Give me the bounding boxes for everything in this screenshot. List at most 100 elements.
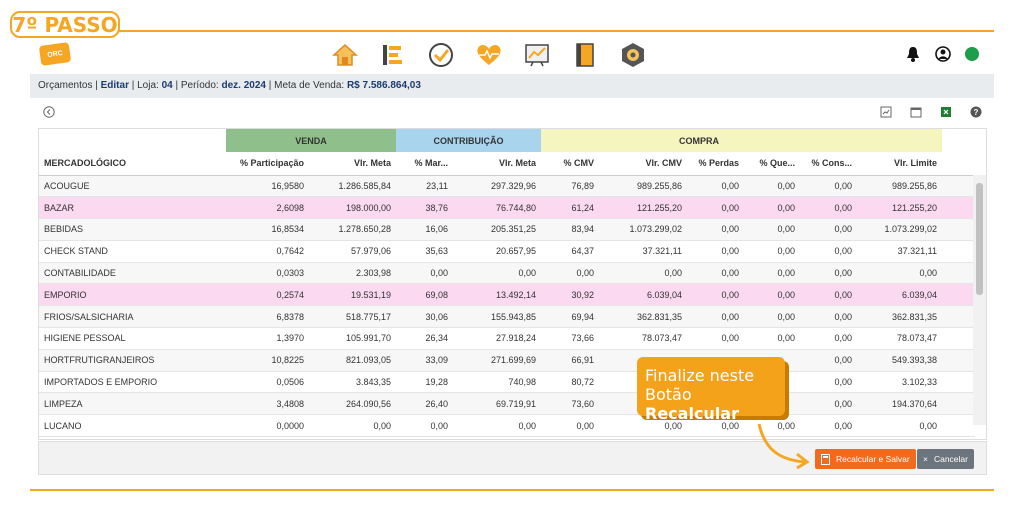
book-icon[interactable] xyxy=(570,40,600,70)
row-cell[interactable]: 1.286.585,84 xyxy=(309,175,397,198)
row-cell[interactable]: 66,91 xyxy=(541,349,600,372)
row-cell[interactable]: 0,00 xyxy=(744,283,801,307)
row-cell[interactable]: 205.351,25 xyxy=(453,218,542,241)
row-cell[interactable]: 0,00 xyxy=(541,414,600,438)
table-row[interactable]: LIMPEZA 3,4808 264.090,56 26,40 69.719,91 73,… xyxy=(39,392,976,416)
row-cell[interactable]: 35,63 xyxy=(396,240,454,263)
row-cell[interactable]: 1.073.299,02 xyxy=(857,218,943,241)
table-row[interactable]: CHECK STAND 0,7642 57.979,06 35,63 20.657,95… xyxy=(39,240,976,263)
row-cell[interactable]: 740,98 xyxy=(453,371,542,394)
col-header[interactable]: % Perdas xyxy=(687,152,745,176)
row-cell[interactable]: 13.492,14 xyxy=(453,283,542,307)
table-row[interactable]: CONTABILIDADE 0,0303 2.303,98 0,00 0,00 0,00 0… xyxy=(39,262,976,285)
row-cell[interactable]: 69,94 xyxy=(541,305,600,329)
help-icon[interactable]: ? xyxy=(969,106,983,120)
col-header[interactable]: MERCADOLÓGICO xyxy=(39,152,226,176)
hexagon-icon[interactable] xyxy=(618,40,648,70)
row-cell[interactable]: 0,00 xyxy=(800,283,858,307)
row-cell[interactable]: 2.303,98 xyxy=(309,262,397,285)
bell-icon[interactable] xyxy=(906,46,920,67)
col-header[interactable]: Vlr. Meta xyxy=(453,152,542,176)
row-cell[interactable]: 33,09 xyxy=(396,349,454,372)
row-cell[interactable]: 64,37 xyxy=(541,240,600,263)
row-cell[interactable]: 0,00 xyxy=(687,327,745,350)
col-header[interactable]: % CMV xyxy=(541,152,600,176)
row-cell[interactable]: 0,00 xyxy=(744,327,801,350)
row-cell[interactable]: 0,00 xyxy=(687,283,745,307)
home-icon[interactable] xyxy=(330,40,360,70)
row-cell[interactable]: 518.775,17 xyxy=(309,305,397,329)
row-cell[interactable]: 1,3970 xyxy=(226,327,309,350)
row-cell[interactable]: 0,00 xyxy=(800,262,858,285)
row-cell[interactable]: 3.843,35 xyxy=(309,371,397,394)
row-cell[interactable]: 1.278.650,28 xyxy=(309,218,397,241)
col-header[interactable]: Vlr. CMV xyxy=(599,152,688,176)
row-cell[interactable]: 105.991,70 xyxy=(309,327,397,350)
row-cell[interactable]: 0,00 xyxy=(744,218,801,241)
row-cell[interactable]: 6,8378 xyxy=(226,305,309,329)
row-cell[interactable]: 0,00 xyxy=(687,196,745,220)
table-row[interactable]: BAZAR 2,6098 198.000,00 38,76 76.744,80 61,24… xyxy=(39,196,976,220)
table-row[interactable]: HORTFRUTIGRANJEIROS 10,8225 821.093,05 33,0… xyxy=(39,349,976,372)
row-cell[interactable]: 0,00 xyxy=(744,262,801,285)
row-cell[interactable]: 0,00 xyxy=(857,262,943,285)
row-cell[interactable]: 1.073.299,02 xyxy=(599,218,688,241)
row-cell[interactable]: 121.255,20 xyxy=(599,196,688,220)
row-cell[interactable]: 0,00 xyxy=(800,327,858,350)
row-cell[interactable]: 78.073,47 xyxy=(599,327,688,350)
row-cell[interactable]: 362.831,35 xyxy=(599,305,688,329)
row-cell[interactable]: 69,08 xyxy=(396,283,454,307)
row-cell[interactable]: 0,00 xyxy=(800,175,858,198)
col-header[interactable]: % Cons... xyxy=(800,152,858,176)
row-cell[interactable]: 362.831,35 xyxy=(857,305,943,329)
row-cell[interactable]: 37.321,11 xyxy=(857,240,943,263)
row-cell[interactable]: 0,00 xyxy=(687,240,745,263)
col-header[interactable]: % Participação xyxy=(226,152,309,176)
row-cell[interactable]: 16,9580 xyxy=(226,175,309,198)
row-cell[interactable]: 0,00 xyxy=(800,196,858,220)
col-header[interactable]: Vlr. Meta xyxy=(309,152,397,176)
row-cell[interactable]: 30,06 xyxy=(396,305,454,329)
row-cell[interactable]: 0,0303 xyxy=(226,262,309,285)
row-cell[interactable]: 0,00 xyxy=(453,414,542,438)
row-cell[interactable]: 2,6098 xyxy=(226,196,309,220)
row-cell[interactable]: 0,00 xyxy=(599,262,688,285)
calendar-icon[interactable] xyxy=(909,106,923,120)
row-cell[interactable]: 27.918,24 xyxy=(453,327,542,350)
row-cell[interactable]: 0,00 xyxy=(800,218,858,241)
row-cell[interactable]: 198.000,00 xyxy=(309,196,397,220)
row-cell[interactable]: 0,00 xyxy=(800,371,858,394)
row-cell[interactable]: 549.393,38 xyxy=(857,349,943,372)
row-cell[interactable]: 69.719,91 xyxy=(453,392,542,416)
row-cell[interactable]: 0,2574 xyxy=(226,283,309,307)
row-cell[interactable]: 0,00 xyxy=(687,305,745,329)
row-cell[interactable]: 23,11 xyxy=(396,175,454,198)
row-cell[interactable]: 30,92 xyxy=(541,283,600,307)
row-cell[interactable]: 61,24 xyxy=(541,196,600,220)
row-cell[interactable]: 989.255,86 xyxy=(857,175,943,198)
row-cell[interactable]: 0,00 xyxy=(744,196,801,220)
row-cell[interactable]: 26,34 xyxy=(396,327,454,350)
row-cell[interactable]: 37.321,11 xyxy=(599,240,688,263)
table-row[interactable]: ACOUGUE 16,9580 1.286.585,84 23,11 297.329,9… xyxy=(39,175,976,198)
row-cell[interactable]: 80,72 xyxy=(541,371,600,394)
col-header[interactable]: Vlr. Limite xyxy=(857,152,943,176)
chart-view-icon[interactable] xyxy=(879,106,893,120)
recalcular-salvar-button[interactable]: Recalcular e Salvar xyxy=(815,449,916,469)
excel-icon[interactable] xyxy=(939,106,953,120)
table-row[interactable]: BEBIDAS 16,8534 1.278.650,28 16,06 205.351,2… xyxy=(39,218,976,241)
row-cell[interactable]: 989.255,86 xyxy=(599,175,688,198)
row-cell[interactable]: 38,76 xyxy=(396,196,454,220)
row-cell[interactable]: 0,00 xyxy=(800,349,858,372)
row-cell[interactable]: 0,00 xyxy=(396,414,454,438)
col-header[interactable]: % Que... xyxy=(744,152,801,176)
table-row[interactable]: HIGIENE PESSOAL 1,3970 105.991,70 26,34 27.9… xyxy=(39,327,976,350)
row-cell[interactable]: 0,00 xyxy=(396,262,454,285)
app-logo[interactable]: ORC xyxy=(38,42,72,66)
cancel-button[interactable]: × Cancelar xyxy=(917,449,974,469)
row-cell[interactable]: 73,66 xyxy=(541,327,600,350)
row-cell[interactable]: 0,0506 xyxy=(226,371,309,394)
row-cell[interactable]: 0,00 xyxy=(309,414,397,438)
list-icon[interactable] xyxy=(378,40,408,70)
row-cell[interactable]: 10,8225 xyxy=(226,349,309,372)
